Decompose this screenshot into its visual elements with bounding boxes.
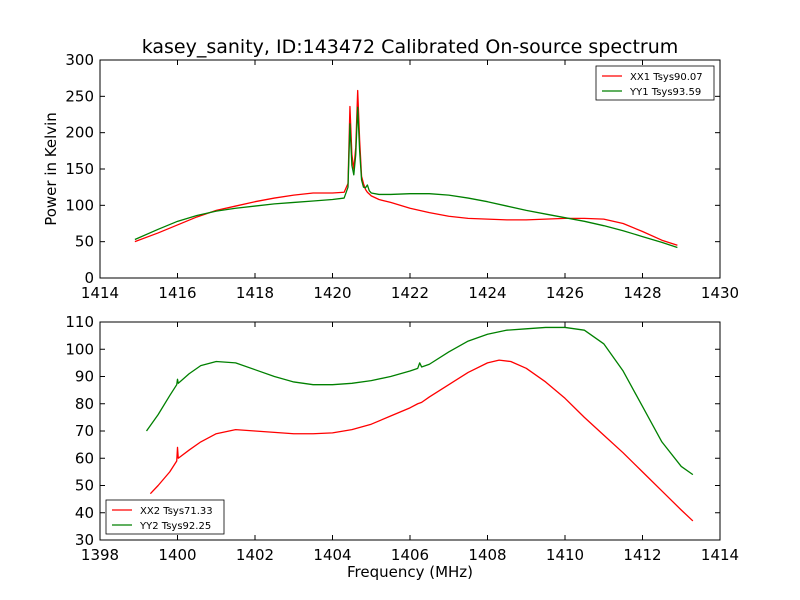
- bottom-chart-y-tick-label: 80: [75, 395, 94, 413]
- bottom-chart-y-tick-label: 90: [75, 368, 94, 386]
- top-chart-legend: XX1 Tsys90.07 YY1 Tsys93.59: [595, 65, 715, 101]
- bottom-chart-x-tick-label: 1398: [81, 546, 119, 564]
- top-chart-legend-label: XX1 Tsys90.07: [630, 72, 703, 83]
- top-chart-panel: 1414 1416 1418 1420 1422 1424 1426 1428 1430 0 50 1…: [65, 51, 739, 302]
- bottom-chart-y-tick-label: 70: [75, 422, 94, 440]
- top-chart-x-tick-label: 1422: [391, 284, 429, 302]
- top-chart-x-tick-label: 1420: [313, 284, 351, 302]
- bottom-chart-legend: XX2 Tsys71.33 YY2 Tsys92.25: [105, 499, 225, 535]
- bottom-chart-y-tick-label: 60: [75, 449, 94, 467]
- top-chart-series-line-1: [134, 89, 678, 246]
- top-chart-x-tick-label: 1416: [158, 284, 196, 302]
- bottom-chart-x-tick-label: 1402: [236, 546, 274, 564]
- top-chart-series-line-2: [134, 106, 678, 249]
- bottom-chart-x-tick-label: 1410: [546, 546, 584, 564]
- chart-title: kasey_sanity, ID:143472 Calibrated On-so…: [142, 36, 679, 58]
- bottom-chart-legend-label: XX2 Tsys71.33: [140, 506, 213, 517]
- top-chart-x-tick-label: 1414: [81, 284, 119, 302]
- bottom-chart-y-tick-label: 50: [75, 477, 94, 495]
- top-chart-legend-label: YY1 Tsys93.59: [629, 87, 701, 98]
- bottom-chart-y-tick-label: 30: [75, 531, 94, 549]
- top-chart-y-tick-label: 250: [65, 87, 94, 105]
- bottom-chart-x-tick-label: 1406: [391, 546, 429, 564]
- top-chart-y-tick-label: 150: [65, 160, 94, 178]
- top-chart-y-tick-label: 50: [75, 233, 94, 251]
- top-chart-y-tick-label: 200: [65, 124, 94, 142]
- bottom-chart-x-tick-label: 1408: [468, 546, 506, 564]
- bottom-chart-panel: 1398 1400 1402 1404 1406 1408 1410 1412 1414 30 40…: [65, 313, 739, 564]
- top-chart-x-tick-label: 1426: [546, 284, 584, 302]
- bottom-chart-x-axis-label: Frequency (MHz): [347, 563, 473, 581]
- top-chart-y-tick-label: 300: [65, 51, 94, 69]
- bottom-chart-x-tick-label: 1400: [158, 546, 196, 564]
- bottom-chart-y-tick-label: 100: [65, 340, 94, 358]
- top-chart-x-tick-label: 1430: [701, 284, 739, 302]
- top-chart-y-tick-label: 100: [65, 196, 94, 214]
- bottom-chart-y-tick-label: 110: [65, 313, 94, 331]
- bottom-chart-y-tick-label: 40: [75, 504, 94, 522]
- bottom-chart-series-line-1: [149, 359, 694, 522]
- top-chart-x-tick-label: 1418: [236, 284, 274, 302]
- bottom-chart-legend-label: YY2 Tsys92.25: [139, 521, 211, 532]
- top-chart-x-tick-label: 1428: [623, 284, 661, 302]
- top-chart-x-tick-label: 1424: [468, 284, 506, 302]
- bottom-chart-x-tick-label: 1414: [701, 546, 739, 564]
- bottom-chart-series-line-2: [145, 326, 694, 476]
- bottom-chart-x-tick-label: 1412: [623, 546, 661, 564]
- top-chart-y-tick-label: 0: [84, 269, 94, 287]
- bottom-chart-x-tick-label: 1404: [313, 546, 351, 564]
- top-chart-y-axis-label: Power in Kelvin: [42, 112, 60, 226]
